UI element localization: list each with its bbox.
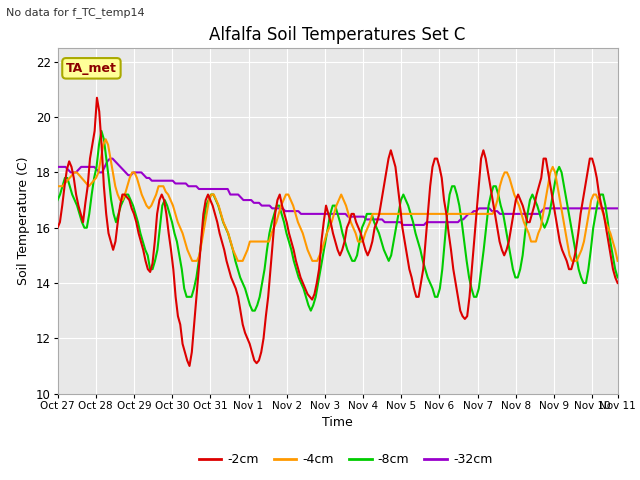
Legend: -2cm, -4cm, -8cm, -32cm: -2cm, -4cm, -8cm, -32cm xyxy=(194,448,498,471)
Text: TA_met: TA_met xyxy=(66,62,117,75)
Text: No data for f_TC_temp14: No data for f_TC_temp14 xyxy=(6,7,145,18)
Y-axis label: Soil Temperature (C): Soil Temperature (C) xyxy=(17,156,30,285)
X-axis label: Time: Time xyxy=(322,416,353,429)
Title: Alfalfa Soil Temperatures Set C: Alfalfa Soil Temperatures Set C xyxy=(209,25,466,44)
